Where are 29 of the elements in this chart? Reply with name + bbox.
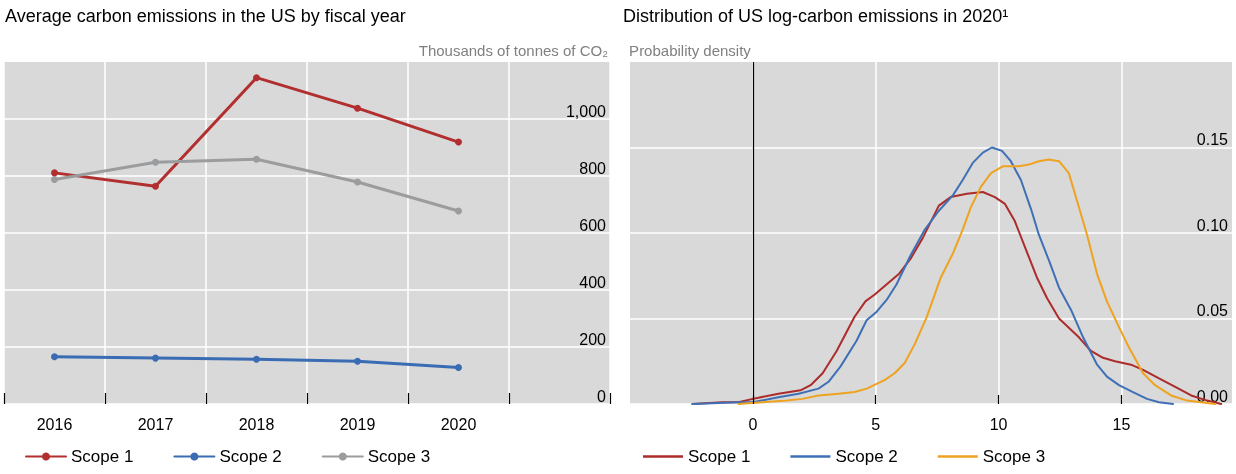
legend-label: Scope 3 xyxy=(982,447,1046,466)
x-tick-label: 2020 xyxy=(440,415,477,433)
y-tick-label: 800 xyxy=(579,159,607,177)
y-tick-label: 400 xyxy=(579,273,607,291)
legend-label: Scope 2 xyxy=(219,447,282,466)
x-tick-label: 2016 xyxy=(36,415,73,433)
legend-label: Scope 1 xyxy=(688,447,751,466)
y-axis-title: Probability density xyxy=(629,42,752,59)
y-tick-label: 0.00 xyxy=(1196,387,1229,405)
y-tick-label: 0 xyxy=(597,387,607,405)
legend-label: Scope 3 xyxy=(367,447,431,466)
x-tick-label: 2018 xyxy=(238,415,275,433)
y-tick-label: 200 xyxy=(579,330,607,348)
legend-label: Scope 2 xyxy=(835,447,898,466)
chart-title: Distribution of US log-carbon emissions in 2020¹ xyxy=(623,6,1009,26)
x-tick-label: 5 xyxy=(871,415,881,433)
y-tick-label: 1,000 xyxy=(565,102,607,120)
chart-title: Average carbon emissions in the US by fiscal year xyxy=(5,6,406,26)
y-axis-title: Thousands of tonnes of CO₂ xyxy=(418,42,609,59)
x-tick-label: 0 xyxy=(748,415,758,433)
x-tick-label: 2019 xyxy=(339,415,376,433)
x-tick-label: 15 xyxy=(1112,415,1131,433)
x-tick-label: 2017 xyxy=(137,415,174,433)
y-tick-label: 0.05 xyxy=(1196,302,1229,319)
y-tick-label: 600 xyxy=(579,216,607,234)
x-tick-label: 10 xyxy=(989,415,1008,433)
y-tick-label: 0.15 xyxy=(1196,131,1229,148)
legend-label: Scope 1 xyxy=(71,447,134,466)
y-tick-label: 0.10 xyxy=(1196,216,1229,234)
